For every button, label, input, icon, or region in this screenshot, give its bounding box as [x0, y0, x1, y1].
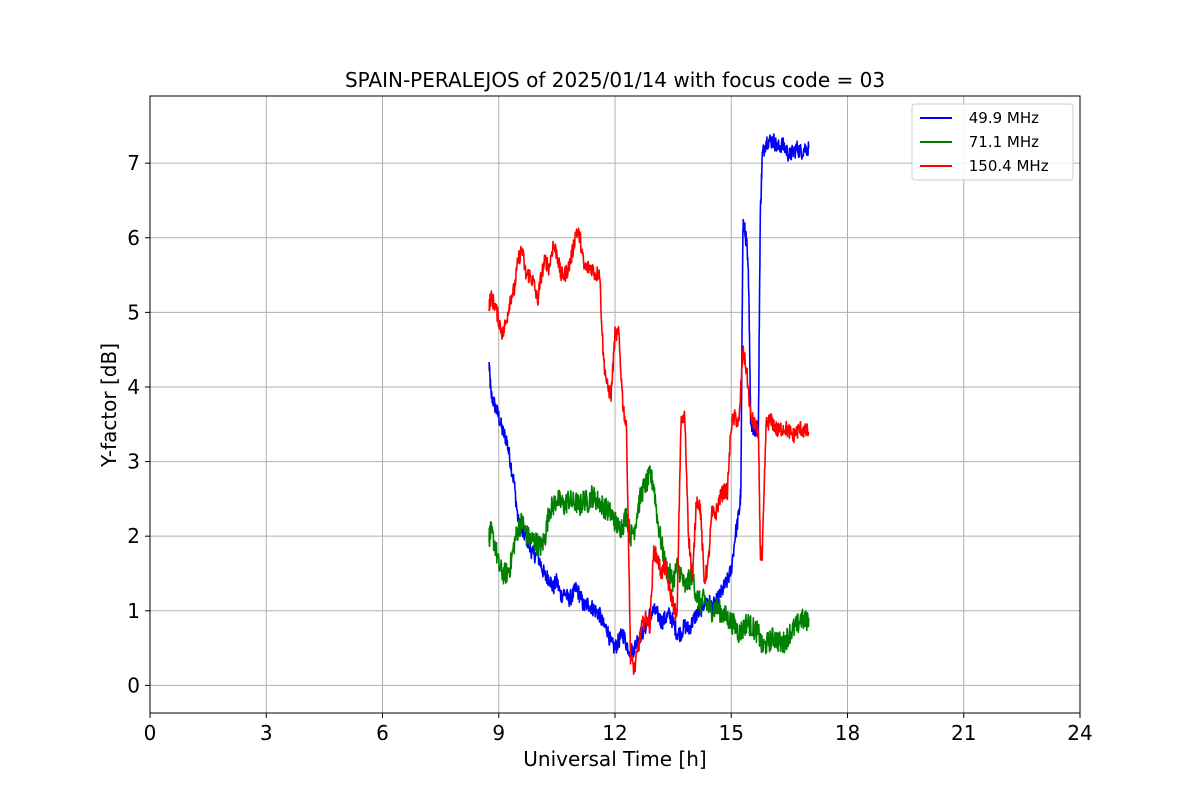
x-tick-label: 21	[951, 721, 976, 745]
y-tick-label: 5	[127, 300, 140, 324]
y-tick-label: 7	[127, 151, 140, 175]
x-tick-label: 3	[260, 721, 273, 745]
y-tick-label: 6	[127, 226, 140, 250]
y-tick-label: 1	[127, 599, 140, 623]
x-tick-label: 15	[719, 721, 744, 745]
legend-label: 71.1 MHz	[964, 133, 1039, 151]
x-tick-label: 24	[1067, 721, 1092, 745]
x-tick-label: 6	[376, 721, 389, 745]
x-tick-label: 12	[602, 721, 627, 745]
x-axis-label: Universal Time [h]	[523, 747, 706, 771]
y-tick-label: 0	[127, 673, 140, 697]
legend-label: 150.4 MHz	[964, 157, 1049, 175]
y-tick-label: 4	[127, 375, 140, 399]
legend: 49.9 MHz 71.1 MHz 150.4 MHz	[911, 103, 1074, 181]
series-line	[488, 465, 810, 655]
series-lines	[488, 133, 810, 676]
y-tick-label: 3	[127, 450, 140, 474]
legend-label: 49.9 MHz	[964, 109, 1039, 127]
y-tick-label: 2	[127, 524, 140, 548]
legend-box	[911, 103, 1074, 181]
series-line	[488, 227, 810, 676]
x-tick-label: 18	[835, 721, 860, 745]
grid	[150, 96, 1080, 713]
y-axis-label: Y-factor [dB]	[97, 343, 121, 468]
chart-title: SPAIN-PERALEJOS of 2025/01/14 with focus…	[345, 68, 885, 92]
x-tick-label: 0	[144, 721, 157, 745]
x-tick-label: 9	[492, 721, 505, 745]
